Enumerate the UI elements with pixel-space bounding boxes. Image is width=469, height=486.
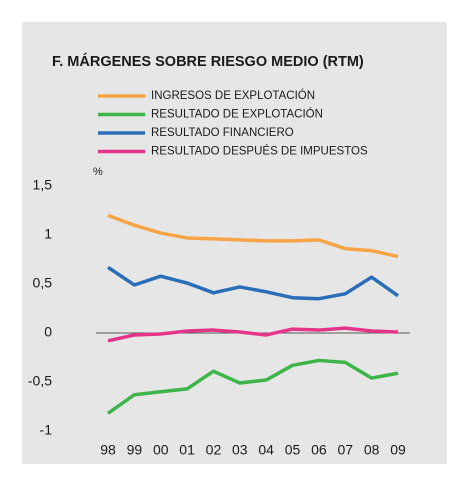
x-tick-label: 99 <box>127 442 143 458</box>
series-line <box>106 358 399 415</box>
x-tick-label: 00 <box>153 442 169 458</box>
y-tick-label: 1 <box>44 226 52 242</box>
y-tick-label: 1,5 <box>33 177 53 193</box>
x-tick-label: 09 <box>390 442 406 458</box>
x-tick-label: 02 <box>206 442 222 458</box>
y-tick-label: -1 <box>40 422 53 438</box>
y-tick-label: 0 <box>44 324 52 340</box>
series-line <box>107 265 400 301</box>
x-tick-label: 08 <box>364 442 380 458</box>
legend-label: RESULTADO FINANCIERO <box>151 127 294 139</box>
series-line <box>107 213 399 259</box>
legend-label: RESULTADO DE EXPLOTACIÓN <box>151 108 323 121</box>
x-tick-label: 01 <box>179 442 195 458</box>
legend-label: RESULTADO DESPUÉS DE IMPUESTOS <box>151 145 368 158</box>
x-tick-label: 04 <box>258 442 274 458</box>
x-tick-label: 06 <box>311 442 327 458</box>
x-tick-label: 05 <box>285 442 301 458</box>
legend-label: INGRESOS DE EXPLOTACIÓN <box>151 89 315 102</box>
y-tick-label: 0,5 <box>33 275 53 291</box>
x-tick-label: 07 <box>337 442 353 458</box>
y-unit: % <box>93 166 103 178</box>
series-line <box>107 326 399 343</box>
chart-panel <box>22 22 447 464</box>
x-tick-label: 03 <box>232 442 248 458</box>
y-tick-label: -0,5 <box>28 373 52 389</box>
x-tick-label: 98 <box>100 442 116 458</box>
chart-title: F. MÁRGENES SOBRE RIESGO MEDIO (RTM) <box>52 53 364 70</box>
